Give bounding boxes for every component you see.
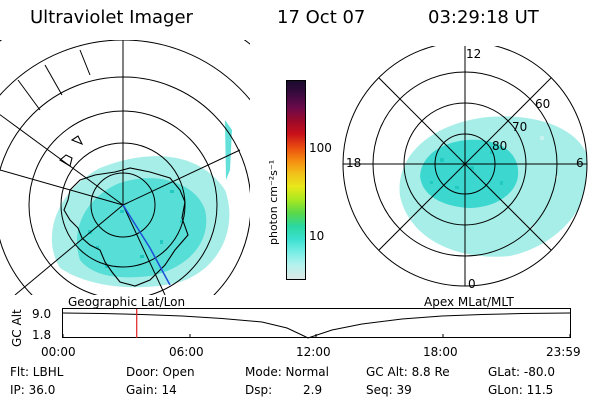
colorbar-unit-label: photon cm⁻²s⁻¹ bbox=[267, 159, 280, 245]
colorbar bbox=[286, 80, 306, 280]
geographic-map bbox=[0, 40, 250, 295]
status-ip: IP: 36.0 bbox=[10, 383, 56, 397]
timeline-plot bbox=[62, 308, 571, 339]
altitude-curve bbox=[62, 312, 571, 339]
status-mode: Mode: Normal bbox=[245, 365, 329, 379]
polar-hour-6: 6 bbox=[576, 156, 584, 170]
polar-lat-80: 80 bbox=[492, 139, 508, 153]
timeline-left-title: Geographic Lat/Lon bbox=[68, 295, 186, 309]
colorbar-tick-100: 100 bbox=[309, 141, 332, 155]
polar-hour-0: 0 bbox=[468, 277, 476, 291]
colorbar-tick-10: 10 bbox=[309, 229, 325, 243]
timeline-y-axis-label: GC Alt bbox=[10, 309, 24, 347]
instrument-title: Ultraviolet Imager bbox=[30, 7, 193, 28]
status-seq: Seq: 39 bbox=[366, 383, 412, 397]
status-glon: GLon: 11.5 bbox=[488, 383, 554, 397]
colorbar-gradient bbox=[287, 81, 305, 279]
polar-hour-12: 12 bbox=[466, 47, 482, 61]
status-dsp-value: 2.9 bbox=[303, 383, 323, 397]
polar-grid-spokes bbox=[343, 46, 587, 286]
coastline bbox=[59, 135, 189, 287]
timeline-tick-0000: 00:00 bbox=[41, 345, 76, 359]
timeline-tick-1200: 12:00 bbox=[296, 345, 331, 359]
timeline-tick-2359: 23:59 bbox=[546, 345, 581, 359]
timeline-tick-1800: 18:00 bbox=[423, 345, 458, 359]
polar-lat-70: 70 bbox=[512, 120, 528, 134]
orbit-track bbox=[122, 204, 171, 286]
time-label: 03:29:18 UT bbox=[428, 7, 539, 28]
timeline-right-title: Apex MLat/MLT bbox=[424, 295, 514, 309]
polar-hour-18: 18 bbox=[346, 156, 362, 170]
date-label: 17 Oct 07 bbox=[277, 7, 366, 28]
status-filter: Flt: LBHL bbox=[10, 365, 64, 379]
status-dsp-label: Dsp: bbox=[245, 383, 273, 397]
polar-emission-core bbox=[420, 139, 519, 208]
status-door: Door: Open bbox=[126, 365, 195, 379]
timeline-y-max: 9.0 bbox=[32, 307, 52, 321]
status-gain: Gain: 14 bbox=[126, 383, 177, 397]
timeline-y-min: 1.8 bbox=[32, 328, 52, 342]
geo-meridians bbox=[0, 40, 241, 295]
timeline-frame bbox=[62, 308, 571, 338]
status-gc-alt: GC Alt: 8.8 Re bbox=[366, 365, 450, 379]
status-glat: GLat: -80.0 bbox=[488, 365, 555, 379]
polar-plot bbox=[342, 46, 588, 287]
polar-lat-60: 60 bbox=[535, 97, 551, 111]
timeline-tick-0600: 06:00 bbox=[169, 345, 204, 359]
geo-emission-region bbox=[51, 120, 232, 288]
timeline-ticks bbox=[62, 334, 571, 338]
